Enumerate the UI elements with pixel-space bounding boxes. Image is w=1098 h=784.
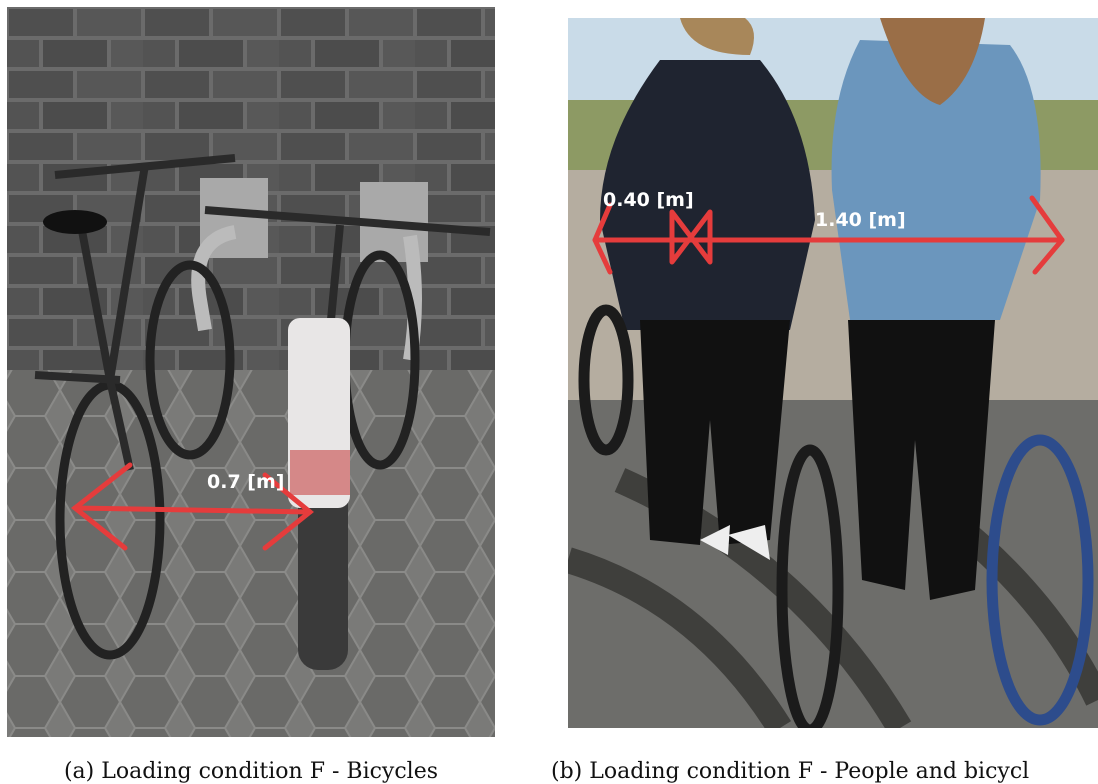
annotation: 0.7 [m] — [207, 471, 284, 493]
annotation: 0.40 [m] — [603, 189, 694, 211]
caption: (a) Loading condition F - Bicycles — [64, 759, 438, 784]
annotation: 1.40 [m] — [815, 209, 906, 231]
photo-b: 0.40 [m] 1.40 [m] — [568, 18, 1098, 728]
photo-a: 0.7 [m] — [7, 7, 495, 737]
caption: (b) Loading condition F - People and bic… — [551, 759, 1029, 784]
